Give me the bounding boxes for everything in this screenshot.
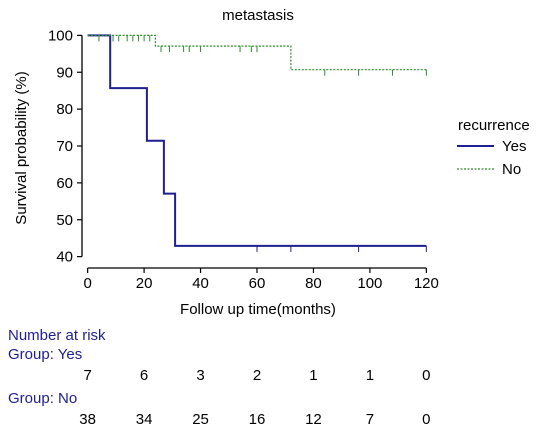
chart-title: metastasis (222, 7, 294, 24)
x-ticks: 0 20 40 60 80 100 120 (83, 268, 439, 292)
risk-count: 1 (366, 367, 374, 384)
risk-group-label-no: Group: No (8, 390, 77, 407)
risk-row-no: 38 34 25 16 12 7 0 (79, 411, 430, 428)
risk-count: 38 (79, 411, 96, 428)
risk-count: 25 (192, 411, 209, 428)
y-axis-label: Survival probability (%) (13, 71, 30, 224)
x-tick-label: 60 (249, 275, 266, 292)
risk-row-yes: 7 6 3 2 1 1 0 (83, 367, 430, 384)
risk-count: 6 (140, 367, 148, 384)
series-line-yes (87, 34, 427, 247)
legend: recurrence Yes No (457, 117, 530, 178)
y-ticks: 40 50 60 70 80 90 100 (48, 27, 82, 266)
risk-table-heading: Number at risk (8, 327, 106, 344)
x-tick-label: 80 (305, 275, 322, 292)
risk-count: 0 (422, 367, 430, 384)
risk-count: 1 (309, 367, 317, 384)
series-lines (87, 34, 427, 247)
risk-count: 3 (196, 367, 204, 384)
legend-label-no: No (502, 161, 521, 178)
x-tick-label: 120 (414, 275, 439, 292)
y-tick-label: 100 (48, 27, 73, 44)
y-tick-label: 70 (56, 138, 73, 155)
x-tick-label: 100 (357, 275, 382, 292)
risk-count: 2 (253, 367, 261, 384)
risk-count: 12 (305, 411, 322, 428)
risk-count: 34 (136, 411, 153, 428)
risk-count: 0 (422, 411, 430, 428)
censor-marks (98, 35, 427, 252)
risk-count: 16 (249, 411, 266, 428)
risk-count: 7 (366, 411, 374, 428)
y-tick-label: 40 (56, 249, 73, 266)
x-tick-label: 20 (136, 275, 153, 292)
x-axis-label: Follow up time(months) (180, 301, 336, 318)
y-tick-label: 90 (56, 64, 73, 81)
legend-title: recurrence (458, 117, 530, 134)
y-tick-label: 60 (56, 175, 73, 192)
x-tick-label: 40 (192, 275, 209, 292)
risk-count: 7 (83, 367, 91, 384)
x-tick-label: 0 (83, 275, 91, 292)
axes (81, 35, 427, 269)
risk-group-label-yes: Group: Yes (8, 346, 82, 363)
y-tick-label: 80 (56, 101, 73, 118)
risk-table: Number at risk Group: Yes 7 6 3 2 1 1 0 Group:… (8, 327, 431, 428)
y-tick-label: 50 (56, 212, 73, 229)
legend-label-yes: Yes (502, 138, 526, 155)
